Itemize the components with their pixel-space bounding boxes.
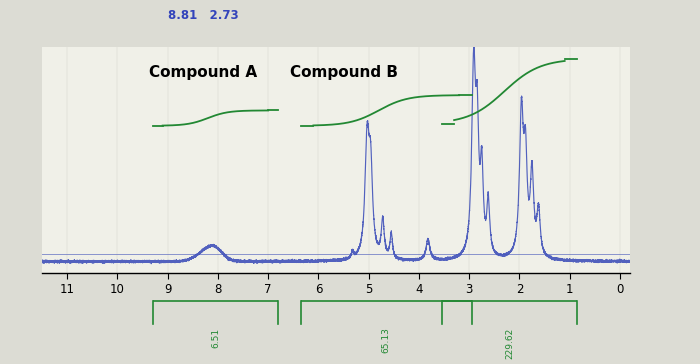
Text: 6.51: 6.51 [211,328,220,348]
Text: Compound A: Compound A [149,65,257,80]
Text: Compound B: Compound B [290,65,398,80]
Text: 8.81   2.73: 8.81 2.73 [168,9,239,22]
Text: 229.62: 229.62 [505,328,514,359]
Text: 65.13: 65.13 [382,328,391,353]
